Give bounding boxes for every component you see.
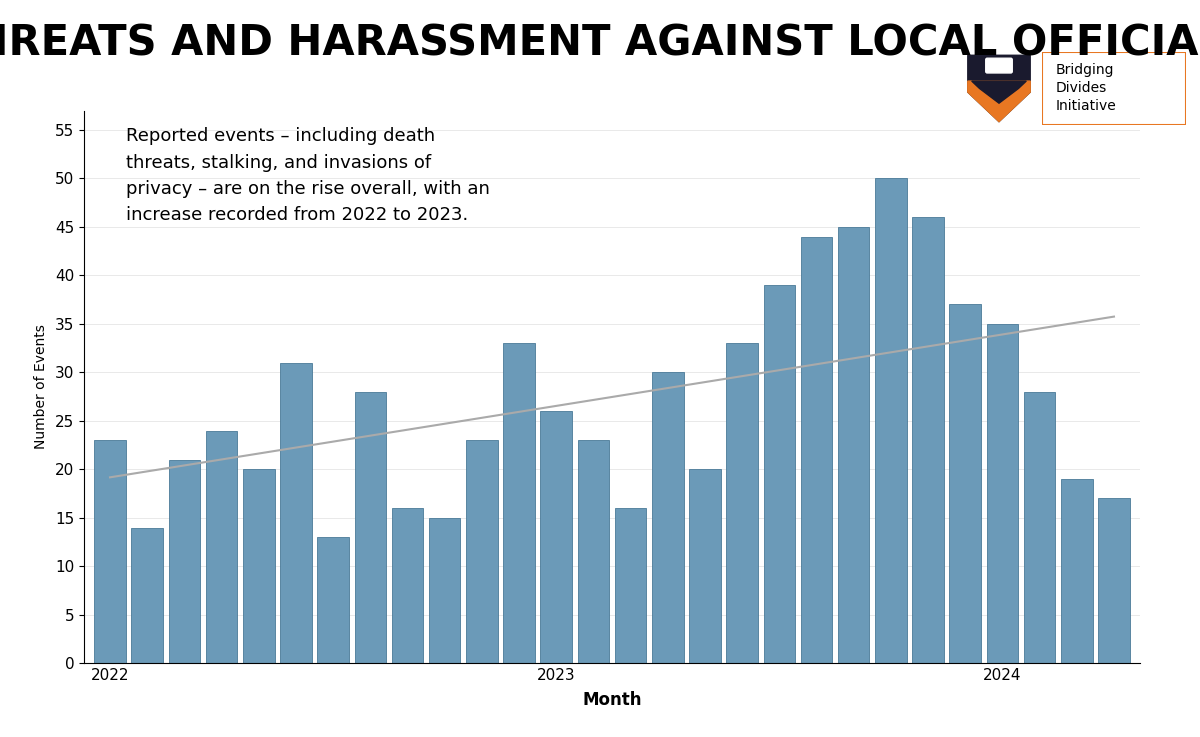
Bar bbox=[1098, 498, 1129, 663]
Polygon shape bbox=[967, 81, 1030, 122]
Bar bbox=[726, 343, 758, 663]
Bar bbox=[763, 285, 796, 663]
Polygon shape bbox=[972, 81, 1026, 103]
Bar bbox=[986, 324, 1019, 663]
Bar bbox=[614, 508, 647, 663]
X-axis label: Month: Month bbox=[582, 691, 642, 710]
Bar bbox=[205, 430, 238, 663]
Bar bbox=[354, 392, 386, 663]
Bar bbox=[168, 460, 200, 663]
Bar bbox=[95, 440, 126, 663]
FancyBboxPatch shape bbox=[985, 58, 1013, 73]
Bar bbox=[391, 508, 424, 663]
Bar bbox=[577, 440, 610, 663]
Bar bbox=[912, 217, 944, 663]
Bar bbox=[875, 178, 907, 663]
Bar bbox=[280, 363, 312, 663]
Bar bbox=[428, 518, 461, 663]
Text: Bridging
Divides
Initiative: Bridging Divides Initiative bbox=[1056, 63, 1117, 113]
Bar bbox=[800, 237, 833, 663]
Bar bbox=[1024, 392, 1056, 663]
Bar bbox=[838, 227, 870, 663]
Text: Reported events – including death
threats, stalking, and invasions of
privacy – : Reported events – including death threat… bbox=[126, 128, 490, 224]
Bar bbox=[132, 528, 163, 663]
Bar bbox=[503, 343, 535, 663]
Bar bbox=[317, 537, 349, 663]
Bar bbox=[652, 372, 684, 663]
Bar bbox=[242, 469, 275, 663]
Bar bbox=[689, 469, 721, 663]
Text: THREATS AND HARASSMENT AGAINST LOCAL OFFICIALS: THREATS AND HARASSMENT AGAINST LOCAL OFF… bbox=[0, 22, 1200, 64]
Bar bbox=[540, 411, 572, 663]
Polygon shape bbox=[967, 55, 1030, 122]
Bar bbox=[1061, 479, 1092, 663]
Bar bbox=[949, 304, 982, 663]
Bar bbox=[466, 440, 498, 663]
Y-axis label: Number of Events: Number of Events bbox=[34, 324, 48, 450]
